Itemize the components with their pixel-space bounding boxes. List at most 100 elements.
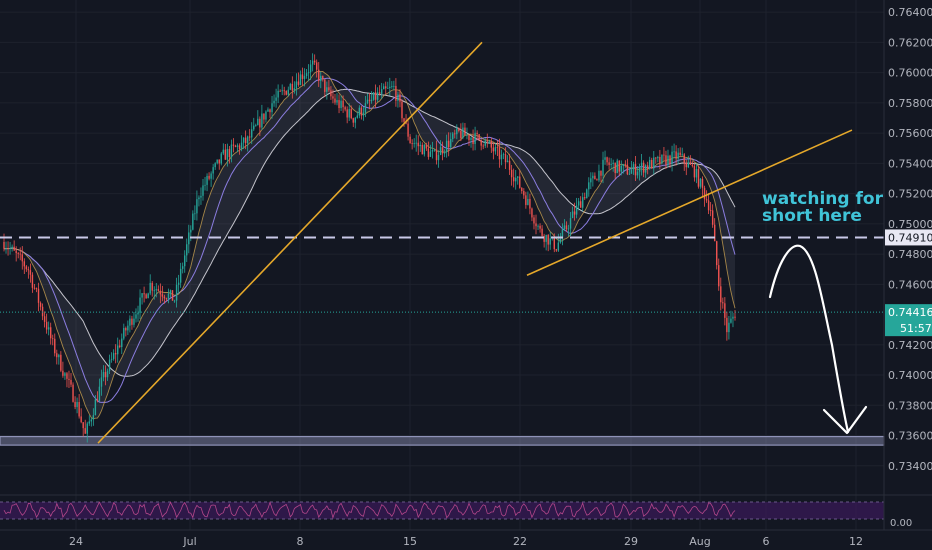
candle-body[interactable] (441, 147, 444, 154)
candle-body[interactable] (626, 164, 629, 175)
candle-body[interactable] (606, 157, 608, 163)
candle-body[interactable] (238, 145, 241, 150)
candle-body[interactable] (397, 94, 399, 101)
candle-body[interactable] (218, 159, 220, 164)
candle-body[interactable] (360, 107, 363, 116)
candle-body[interactable] (407, 123, 409, 137)
candle-body[interactable] (39, 302, 42, 307)
candle-body[interactable] (165, 298, 168, 300)
candle-body[interactable] (425, 144, 428, 149)
candle-body[interactable] (92, 415, 95, 420)
candle-body[interactable] (655, 157, 657, 159)
candle-body[interactable] (506, 160, 509, 163)
candle-body[interactable] (588, 182, 590, 190)
candle-body[interactable] (484, 140, 486, 146)
candle-body[interactable] (380, 89, 383, 94)
candle-body[interactable] (689, 162, 692, 165)
candle-body[interactable] (417, 142, 419, 147)
candle-body[interactable] (56, 353, 58, 358)
candle-body[interactable] (638, 167, 641, 172)
candle-body[interactable] (106, 370, 109, 378)
candle-body[interactable] (370, 99, 373, 102)
candle-body[interactable] (15, 250, 17, 254)
candle-body[interactable] (472, 137, 474, 145)
candle-body[interactable] (636, 171, 639, 176)
candle-body[interactable] (119, 345, 121, 348)
candle-body[interactable] (177, 282, 180, 285)
candle-body[interactable] (43, 316, 46, 322)
candle-body[interactable] (454, 133, 456, 135)
candle-body[interactable] (230, 144, 233, 158)
candle-body[interactable] (64, 373, 66, 376)
candle-body[interactable] (7, 248, 9, 249)
candle-body[interactable] (458, 128, 460, 131)
candle-body[interactable] (541, 228, 543, 236)
candle-body[interactable] (212, 167, 214, 174)
candle-body[interactable] (565, 225, 568, 230)
candle-body[interactable] (153, 290, 155, 292)
candle-body[interactable] (33, 287, 36, 289)
rising-trendline[interactable] (97, 41, 483, 444)
candle-body[interactable] (240, 142, 243, 150)
candle-body[interactable] (114, 353, 117, 355)
candle-body[interactable] (340, 100, 342, 109)
candle-body[interactable] (734, 316, 736, 318)
candle-body[interactable] (490, 141, 493, 148)
candle-body[interactable] (228, 149, 231, 158)
candle-body[interactable] (366, 99, 369, 104)
candle-body[interactable] (391, 86, 393, 88)
candle-body[interactable] (167, 293, 170, 299)
candle-body[interactable] (653, 157, 655, 169)
candle-body[interactable] (665, 155, 667, 165)
candle-body[interactable] (533, 217, 535, 224)
candle-body[interactable] (590, 178, 592, 183)
candle-body[interactable] (23, 261, 26, 267)
candle-body[interactable] (322, 75, 324, 80)
candle-body[interactable] (508, 160, 511, 170)
candle-body[interactable] (691, 164, 694, 166)
candle-body[interactable] (671, 151, 673, 164)
candle-body[interactable] (500, 154, 503, 160)
candle-body[interactable] (675, 151, 677, 159)
candle-body[interactable] (248, 136, 251, 138)
candle-body[interactable] (196, 199, 198, 214)
candle-body[interactable] (557, 242, 560, 251)
candle-body[interactable] (102, 372, 105, 378)
candle-body[interactable] (145, 294, 147, 299)
candle-body[interactable] (334, 98, 336, 103)
candle-body[interactable] (200, 195, 202, 198)
candle-body[interactable] (104, 372, 107, 378)
candle-body[interactable] (265, 111, 267, 120)
candle-body[interactable] (512, 177, 515, 182)
candle-body[interactable] (728, 322, 730, 333)
candle-body[interactable] (151, 282, 153, 291)
candle-body[interactable] (194, 213, 196, 215)
candle-body[interactable] (571, 211, 574, 219)
candle-body[interactable] (98, 386, 101, 402)
candle-body[interactable] (376, 92, 379, 100)
candle-body[interactable] (372, 92, 375, 100)
candle-body[interactable] (494, 147, 497, 152)
candle-body[interactable] (620, 166, 622, 172)
candle-body[interactable] (246, 136, 249, 144)
candle-body[interactable] (624, 164, 627, 166)
candle-body[interactable] (155, 289, 158, 291)
candle-body[interactable] (462, 127, 464, 139)
candle-body[interactable] (273, 100, 275, 104)
candle-body[interactable] (504, 154, 507, 163)
candle-body[interactable] (287, 89, 289, 95)
candle-body[interactable] (362, 112, 365, 116)
candle-body[interactable] (488, 141, 491, 143)
candle-body[interactable] (344, 107, 346, 110)
candle-body[interactable] (297, 81, 300, 85)
candle-body[interactable] (338, 100, 340, 109)
candle-body[interactable] (521, 187, 523, 191)
candle-body[interactable] (226, 149, 229, 160)
candle-body[interactable] (82, 422, 84, 429)
candle-body[interactable] (519, 176, 521, 188)
candle-body[interactable] (315, 62, 318, 70)
candle-body[interactable] (216, 159, 218, 164)
candle-body[interactable] (267, 109, 269, 112)
candle-body[interactable] (222, 149, 225, 154)
candle-body[interactable] (47, 327, 50, 330)
